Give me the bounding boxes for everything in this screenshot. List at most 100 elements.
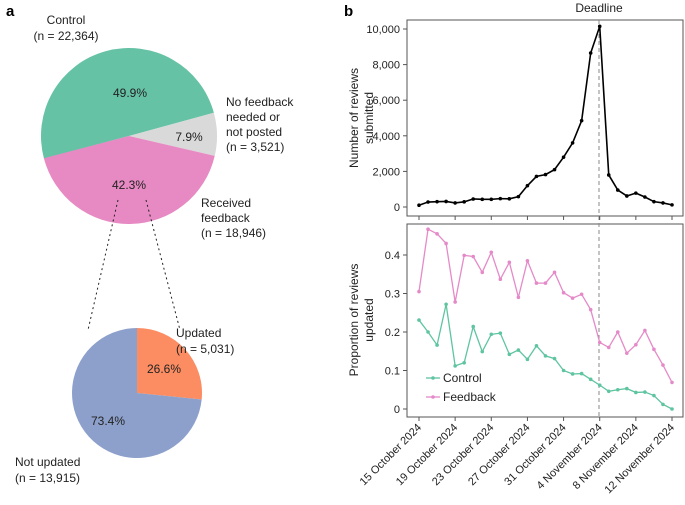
control-point — [588, 377, 593, 382]
control-point — [561, 368, 566, 373]
control-point — [606, 389, 611, 394]
feedback-point — [643, 328, 647, 333]
control-point — [579, 371, 584, 376]
zoom-connector-right — [145, 199, 181, 331]
bottom-series — [417, 227, 674, 411]
control-n: (n = 22,364) — [33, 29, 98, 43]
reviews-submitted-point — [453, 201, 457, 205]
deadline-title: Deadline — [575, 1, 623, 15]
reviews-submitted-point — [552, 167, 557, 172]
xtick-label: 19 October 2024 — [394, 422, 460, 488]
top-ytick-label: 2,000 — [372, 166, 400, 178]
control-point — [615, 387, 620, 392]
feedback-point — [525, 258, 530, 263]
top-plot-frame — [406, 19, 684, 217]
received-pct: 42.3% — [112, 178, 146, 192]
reviews-submitted-point — [634, 191, 638, 195]
bottom-ytick-label: 0.4 — [385, 250, 400, 262]
control-point — [480, 349, 485, 354]
bottom-ytick-label: 0 — [394, 404, 400, 416]
panel-a-label: a — [6, 3, 15, 20]
reviews-submitted-point — [588, 51, 593, 55]
top-ytick-label: 8,000 — [372, 60, 400, 72]
top-ylabel-1: Number of reviews — [347, 68, 361, 168]
panel-b-label: b — [344, 3, 353, 20]
top-ytick-label: 10,000 — [366, 24, 400, 36]
reviews-submitted-point — [516, 194, 521, 199]
updated-label: Updated — [176, 326, 221, 340]
control-point — [444, 302, 448, 307]
top-ylabel-2: submitted — [362, 92, 376, 144]
received-n: (n = 18,946) — [201, 226, 266, 240]
feedback-point — [615, 330, 620, 334]
control-point — [552, 356, 557, 361]
reviews-submitted-point — [489, 197, 494, 202]
xtick-label: 8 November 2024 — [571, 422, 641, 492]
reviews-submitted-point — [525, 183, 530, 188]
bottom-ylabel-1: Proportion of reviews — [347, 264, 361, 377]
control-point — [507, 352, 512, 357]
nofeedback-label-3: not posted — [226, 125, 282, 139]
feedback-point — [489, 250, 494, 255]
pie-slice-control — [41, 48, 214, 159]
reviews-submitted-point — [444, 199, 448, 204]
pie-chart-review-groups — [41, 48, 217, 225]
feedback-point — [507, 260, 512, 265]
feedback-point — [634, 342, 638, 347]
bottom-ylabel-2: updated — [362, 298, 376, 341]
control-point — [417, 318, 421, 322]
reviews-submitted-point — [652, 199, 656, 204]
control-point — [534, 344, 539, 348]
pie-chart-updated — [72, 328, 202, 458]
reviews-submitted-point — [480, 197, 485, 202]
bottom-ytick-label: 0.3 — [385, 289, 400, 301]
reviews-submitted-point — [543, 172, 548, 177]
feedback-point — [661, 363, 665, 367]
reviews-submitted-point — [625, 194, 629, 198]
nofeedback-label-2: needed or — [226, 110, 280, 124]
control-pct: 49.9% — [113, 86, 147, 100]
feedback-point — [625, 351, 629, 355]
reviews-submitted-point — [661, 201, 665, 205]
zoom-connector-left — [87, 199, 119, 331]
feedback-point — [498, 277, 503, 282]
notupdated-label: Not updated — [15, 455, 80, 469]
control-point — [543, 354, 548, 358]
feedback-point — [426, 227, 430, 232]
control-point — [661, 402, 665, 407]
control-point — [498, 331, 503, 335]
feedback-line — [418, 228, 673, 383]
control-point — [634, 390, 638, 395]
nofeedback-label-1: No feedback — [226, 95, 294, 109]
pie-slice-updated — [137, 328, 202, 400]
feedback-point — [606, 345, 611, 350]
feedback-point — [435, 232, 439, 236]
feedback-point — [534, 281, 539, 285]
nofeedback-pct: 7.9% — [175, 130, 203, 144]
xtick-label: 4 November 2024 — [535, 422, 605, 492]
control-point — [435, 343, 439, 347]
top-ytick-label: 4,000 — [372, 131, 400, 143]
legend-label-control: Control — [443, 371, 482, 385]
control-point — [426, 330, 430, 334]
notupdated-n: (n = 13,915) — [15, 471, 80, 485]
xtick-label: 23 October 2024 — [430, 422, 496, 488]
reviews-submitted-point — [670, 203, 674, 207]
control-point — [453, 364, 457, 368]
notupdated-pct: 73.4% — [91, 414, 125, 428]
reviews-submitted-point — [426, 200, 430, 204]
feedback-point — [462, 253, 466, 258]
control-point — [471, 324, 476, 329]
reviews-submitted-point — [579, 118, 584, 123]
control-point — [652, 393, 656, 398]
control-point — [597, 383, 602, 387]
pie-slice-no-feedback-needed-or-not-posted — [129, 112, 217, 156]
pie-slice-not-updated — [72, 328, 202, 458]
xtick-label: 27 October 2024 — [466, 422, 532, 488]
feedback-point — [588, 307, 593, 312]
legend-label-feedback: Feedback — [443, 390, 497, 404]
feedback-point — [516, 295, 521, 300]
reviews-submitted-point — [534, 174, 539, 179]
pie-labels: Control (n = 22,364) 49.9% No feedback n… — [15, 13, 294, 485]
